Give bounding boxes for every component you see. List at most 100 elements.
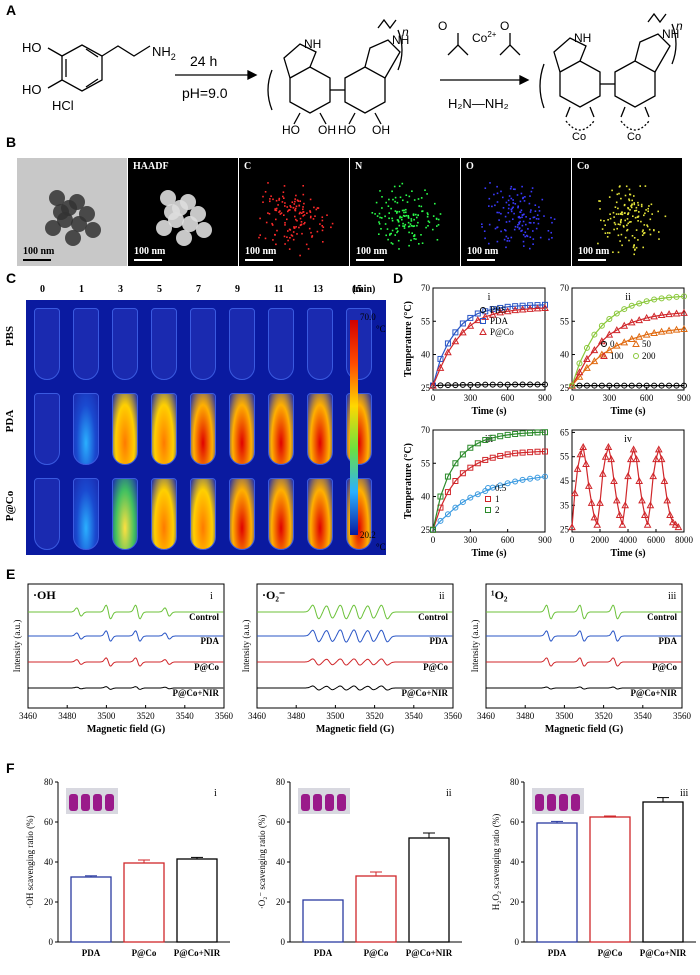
data-point bbox=[680, 324, 688, 333]
data-point bbox=[635, 316, 644, 324]
epr-trace bbox=[28, 657, 224, 667]
thermal-tube bbox=[268, 393, 294, 465]
vial bbox=[325, 794, 334, 811]
data-point bbox=[489, 381, 496, 388]
scheme-ho-2: HO bbox=[22, 82, 42, 97]
scheme-ho-3: HO bbox=[282, 123, 300, 137]
colorbar-min-unit: °C bbox=[376, 542, 386, 552]
data-point bbox=[606, 316, 613, 323]
chart-title: ¹O₂ bbox=[491, 588, 508, 602]
thermal-tube bbox=[112, 308, 138, 380]
vial bbox=[69, 794, 78, 811]
data-point bbox=[519, 449, 526, 456]
data-point bbox=[534, 448, 541, 455]
data-point bbox=[620, 338, 629, 346]
data-point bbox=[649, 472, 658, 480]
epr-trace bbox=[257, 604, 453, 620]
data-point bbox=[534, 429, 541, 436]
vial-photo bbox=[298, 788, 350, 814]
x-tick-label: 300 bbox=[464, 535, 478, 545]
data-point bbox=[519, 430, 526, 437]
legend-label: 1 bbox=[495, 494, 500, 504]
vial bbox=[571, 794, 580, 811]
data-point bbox=[512, 450, 519, 457]
y-tick-label: 40 bbox=[560, 350, 570, 360]
data-point bbox=[650, 312, 658, 320]
subpanel-label: i bbox=[210, 591, 213, 602]
data-point bbox=[646, 501, 655, 509]
legend-label: 2 bbox=[495, 505, 500, 515]
x-tick-label: 3540 bbox=[634, 711, 653, 721]
y-tick-label: 0 bbox=[49, 937, 54, 947]
y-axis-label: Intensity (a.u.) bbox=[241, 620, 251, 673]
thermal-image-grid bbox=[26, 300, 386, 555]
y-axis-label: ·OH scavenging ratio (%) bbox=[25, 815, 35, 908]
thermal-tube bbox=[229, 393, 255, 465]
data-point bbox=[496, 308, 505, 316]
x-tick-label: 3560 bbox=[215, 711, 234, 721]
data-point bbox=[527, 475, 534, 482]
data-point bbox=[542, 448, 548, 455]
data-point bbox=[624, 472, 632, 480]
thermal-curve-chart-2: 0 300 600 900 25 40 55 70 Time (s) ii 0 50 100 200 bbox=[560, 283, 691, 417]
category-label: P@Co+NIR bbox=[406, 948, 453, 958]
x-tick-label: 600 bbox=[501, 393, 515, 403]
data-point bbox=[612, 341, 621, 349]
y-axis-label: ·O₂⁻ scavenging ratio (%) bbox=[257, 815, 267, 910]
scheme-nh-1: NH bbox=[304, 37, 321, 51]
data-point bbox=[643, 520, 652, 528]
thermal-tube bbox=[307, 308, 333, 380]
x-tick-label: 8000 bbox=[675, 535, 694, 545]
y-tick-label: 40 bbox=[510, 857, 520, 867]
data-point bbox=[459, 499, 466, 506]
data-point bbox=[429, 381, 437, 389]
data-point bbox=[444, 489, 451, 496]
series-line bbox=[571, 312, 685, 386]
data-point bbox=[612, 326, 621, 334]
thermal-tube bbox=[151, 308, 177, 380]
data-point bbox=[601, 452, 610, 460]
data-point bbox=[606, 382, 613, 389]
data-point bbox=[573, 464, 582, 472]
y-tick-label: 70 bbox=[421, 283, 431, 293]
scheme-o-1: O bbox=[438, 19, 447, 33]
trace-label: PDA bbox=[430, 636, 449, 646]
data-point bbox=[444, 382, 451, 389]
vial bbox=[337, 794, 346, 811]
x-tick-label: 3540 bbox=[405, 711, 424, 721]
data-point bbox=[621, 306, 628, 313]
data-point bbox=[430, 526, 436, 533]
data-point bbox=[444, 340, 451, 347]
eds-tile-label: C bbox=[244, 161, 252, 172]
data-point bbox=[534, 474, 541, 481]
y-tick-label: 80 bbox=[510, 777, 520, 787]
epr-spectrum-chart-3: 3460 3480 3500 3520 3540 3560 Magnetic field (… bbox=[470, 583, 692, 735]
thermal-time-9: 9 bbox=[235, 284, 240, 295]
scheme-nh-2: NH bbox=[392, 33, 409, 47]
thermal-time-11: 11 bbox=[274, 284, 284, 295]
subpanel-label: ii bbox=[625, 292, 631, 303]
epr-trace bbox=[486, 657, 682, 667]
trace-label: PDA bbox=[659, 636, 678, 646]
trace-label: P@Co bbox=[652, 662, 677, 672]
scheme-ho-4: HO bbox=[338, 123, 356, 137]
thermal-colorbar bbox=[350, 320, 358, 535]
category-label: PDA bbox=[548, 948, 567, 958]
data-point bbox=[459, 381, 466, 388]
data-point bbox=[665, 326, 673, 334]
data-point bbox=[612, 496, 621, 504]
data-point bbox=[533, 304, 542, 312]
legend-label: 200 bbox=[642, 351, 656, 361]
trace-label: Control bbox=[418, 612, 448, 622]
data-point bbox=[452, 382, 459, 389]
scale-bar bbox=[578, 259, 606, 261]
scheme-hydrazine: H₂N—NH₂ bbox=[448, 96, 509, 111]
data-point bbox=[628, 382, 635, 389]
bar bbox=[536, 822, 578, 943]
x-tick-label: 3480 bbox=[58, 711, 77, 721]
thermal-curve-chart-3: 0 300 600 900 25 40 55 70 Time (s) Temperature (°… bbox=[403, 425, 552, 559]
data-point bbox=[681, 382, 687, 389]
y-tick-label: 80 bbox=[44, 777, 54, 787]
legend-label: P@Co bbox=[490, 327, 514, 337]
x-axis-label: Time (s) bbox=[471, 548, 506, 559]
